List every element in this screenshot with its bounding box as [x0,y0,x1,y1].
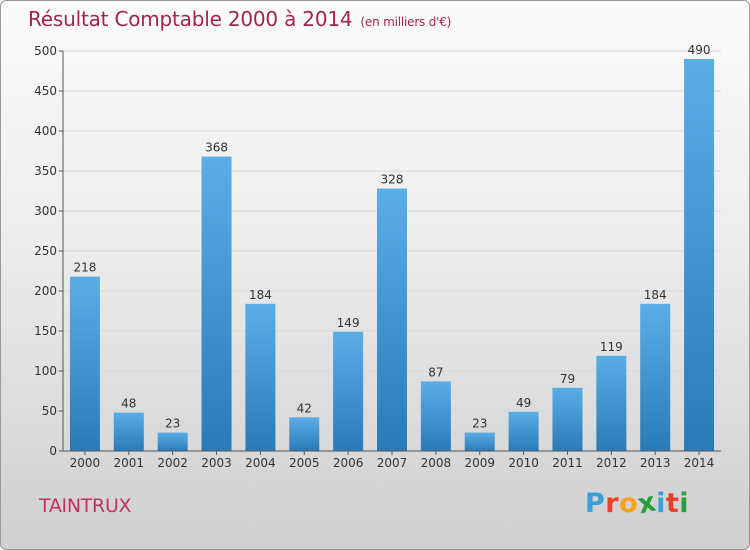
bar-value-label: 119 [600,340,623,354]
x-tick-label: 2009 [464,456,495,470]
bar [684,59,715,451]
bar [552,387,583,451]
bar [201,156,232,451]
bar-value-label: 23 [165,417,180,431]
x-tick-label: 2007 [377,456,408,470]
chart-title-text: Résultat Comptable 2000 à 2014 [28,7,353,31]
x-tick-label: 2000 [70,456,101,470]
y-tick-label: 200 [34,284,57,298]
x-tick-label: 2002 [157,456,188,470]
chart-subtitle: (en milliers d'€) [360,15,452,29]
bar-value-label: 87 [428,365,443,379]
bar [420,381,451,451]
logo-letter: o [619,488,639,519]
x-tick-label: 2001 [114,456,145,470]
bar [113,412,144,451]
bar-value-label: 490 [688,43,711,57]
axes: 0 50 100 150 200 250 300 350 400 450 500 2000 2001 20… [34,44,721,470]
x-tick-label: 2006 [333,456,364,470]
bar-value-label: 79 [560,372,575,386]
logo-letter: r [605,488,620,519]
bar [289,417,320,451]
logo-letter: t [665,488,680,519]
y-tick-label: 300 [34,204,57,218]
x-tick-label: 2014 [684,456,715,470]
bar-value-label: 42 [297,401,312,415]
bar-value-label: 368 [205,141,228,155]
bar-value-label: 184 [644,288,667,302]
y-tick-label: 50 [42,404,57,418]
x-tick-label: 2003 [201,456,232,470]
commune-name: TAINTRUX [39,495,132,517]
x-tick-label: 2011 [552,456,583,470]
bar [508,411,539,451]
bar [596,355,627,451]
logo-letter: P [585,488,606,519]
x-tick-label: 2010 [508,456,539,470]
x-tick-label: 2008 [421,456,452,470]
bar-value-label: 149 [337,316,360,330]
bar-value-label: 218 [73,261,96,275]
bar-value-label: 23 [472,417,487,431]
bar [333,331,364,451]
bar-value-label: 328 [381,173,404,187]
y-tick-label: 350 [34,164,57,178]
y-tick-label: 0 [49,444,57,458]
y-tick-label: 100 [34,364,57,378]
y-tick-label: 400 [34,124,57,138]
bar-value-label: 184 [249,288,272,302]
x-tick-label: 2013 [640,456,671,470]
y-tick-label: 150 [34,324,57,338]
x-tick-label: 2005 [289,456,320,470]
proxiti-logo: Proxiti [585,486,690,520]
bars: 218 48 23 368 184 42 149 328 87 23 49 79 119 184 490 [69,43,715,451]
bar [245,303,276,451]
y-tick-label: 450 [34,84,57,98]
bar [464,432,495,451]
x-tick-label: 2004 [245,456,276,470]
chart-title: Résultat Comptable 2000 à 2014 (en millie… [28,7,451,31]
bar-value-label: 49 [516,396,531,410]
bar-value-label: 48 [121,397,136,411]
y-tick-label: 250 [34,244,57,258]
logo-letter: i [679,488,690,519]
bar [377,188,407,451]
bar [69,276,100,451]
x-tick-label: 2012 [596,456,627,470]
bar [157,432,188,451]
logo-letter: i [656,488,666,519]
y-tick-label: 500 [34,44,57,58]
bar [640,303,671,451]
